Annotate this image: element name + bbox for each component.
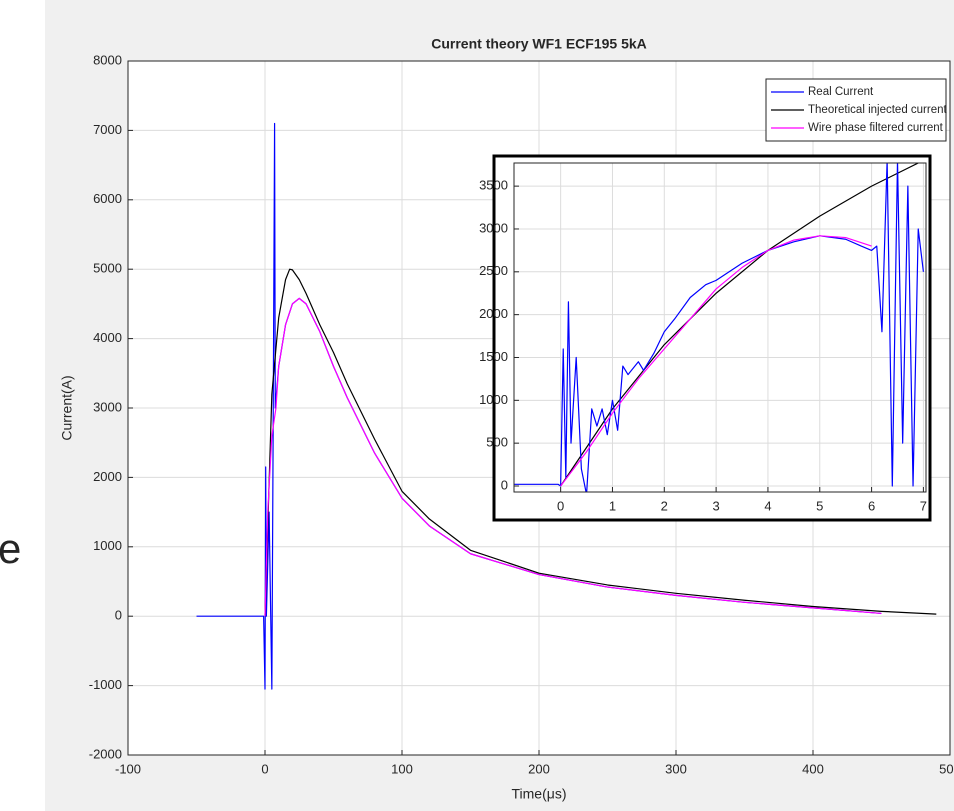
x-tick-label: 400 xyxy=(802,761,824,776)
x-tick-label: 300 xyxy=(665,761,687,776)
series-line xyxy=(560,163,920,487)
y-tick-label: 500 xyxy=(486,435,508,450)
y-tick-label: 5000 xyxy=(93,261,122,276)
y-tick-label: 1000 xyxy=(93,538,122,553)
y-tick-label: -2000 xyxy=(89,746,122,761)
x-tick-label: 0 xyxy=(261,761,268,776)
x-tick-label: 500 xyxy=(939,761,954,776)
series-group xyxy=(196,122,937,690)
cropped-text: e xyxy=(0,525,21,572)
x-tick-label: 7 xyxy=(920,498,927,513)
y-tick-label: 2000 xyxy=(93,469,122,484)
y-tick-label: 1500 xyxy=(479,349,508,364)
legend-label: Real Current xyxy=(808,86,874,98)
x-tick-label: 5 xyxy=(816,498,823,513)
x-tick-label: 2 xyxy=(661,498,668,513)
y-tick-label: 3000 xyxy=(479,220,508,235)
y-tick-label: 0 xyxy=(115,608,122,623)
x-tick-label: -100 xyxy=(115,761,141,776)
x-tick-label: 6 xyxy=(868,498,875,513)
chart-title: Current theory WF1 ECF195 5kA xyxy=(431,36,647,52)
y-tick-label: 4000 xyxy=(93,330,122,345)
y-tick-label: 3000 xyxy=(93,399,122,414)
y-tick-label: 8000 xyxy=(93,52,122,67)
x-tick-label: 100 xyxy=(391,761,413,776)
x-tick-label: 0 xyxy=(557,498,564,513)
legend-label: Wire phase filtered current xyxy=(808,122,944,134)
y-tick-label: 7000 xyxy=(93,122,122,137)
series-line xyxy=(264,297,882,617)
series-line xyxy=(514,163,925,492)
axes-box xyxy=(513,162,927,493)
plot-area xyxy=(514,163,926,492)
legend: Real Current Theoretical injected current… xyxy=(765,78,948,142)
plot-layer: -1000100200300400500-2000-10000100020003… xyxy=(59,36,954,802)
x-tick-label: 200 xyxy=(528,761,550,776)
series-group xyxy=(514,163,925,492)
legend-label: Theoretical injected current xyxy=(808,104,948,116)
y-tick-label: 2000 xyxy=(479,306,508,321)
y-axis-label: Current(A) xyxy=(59,375,75,440)
series-line xyxy=(264,268,937,617)
y-tick-label: 3500 xyxy=(479,178,508,193)
axes: 0 1 2 3 4 5 6 7 0 500 1000 1500 2000 2500 3000 3500 xyxy=(479,154,932,522)
y-tick-label: 6000 xyxy=(93,191,122,206)
x-tick-label: 4 xyxy=(764,498,771,513)
axes-box xyxy=(127,60,951,756)
x-tick-label: 1 xyxy=(609,498,616,513)
x-axis-label: Time(μs) xyxy=(512,786,567,802)
x-tick-label: 3 xyxy=(712,498,719,513)
y-tick-label: -1000 xyxy=(89,677,122,692)
series-line xyxy=(560,235,872,487)
y-tick-label: 1000 xyxy=(479,392,508,407)
y-tick-label: 0 xyxy=(501,477,508,492)
y-tick-label: 2500 xyxy=(479,263,508,278)
